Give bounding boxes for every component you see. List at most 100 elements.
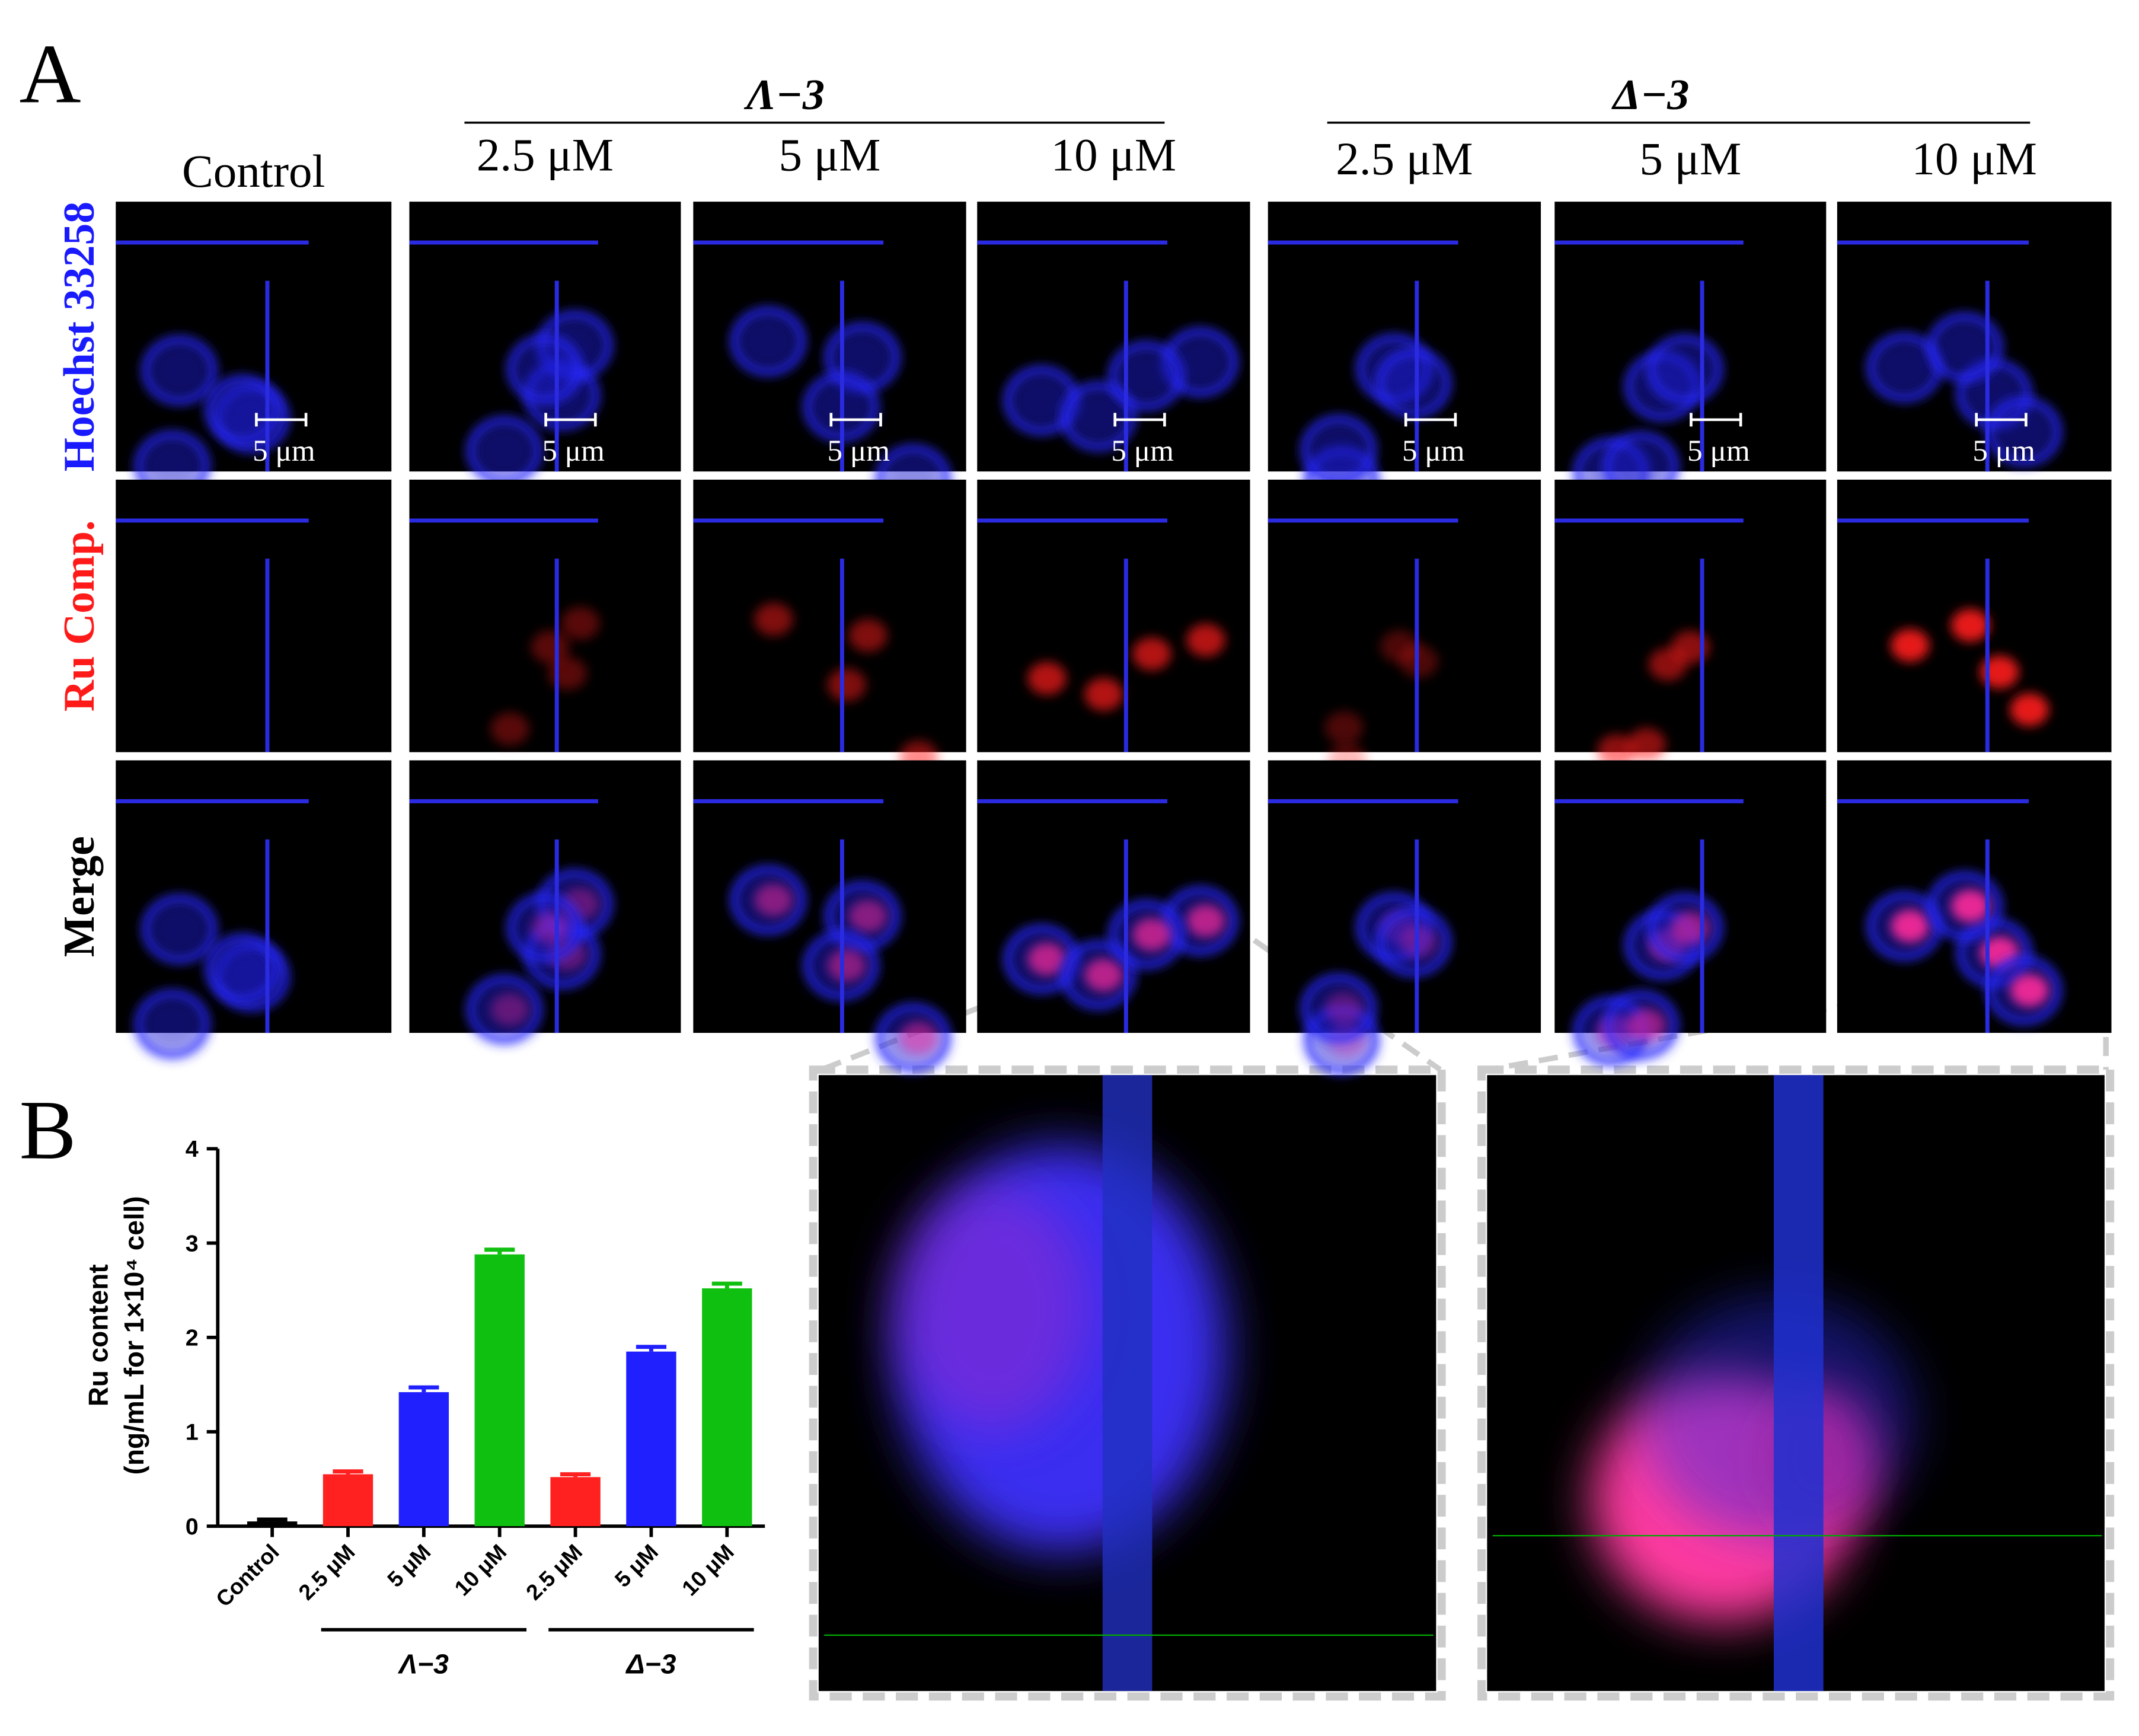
ru-signal [1132, 637, 1171, 671]
ru-signal [754, 883, 793, 917]
y-tick-label: 0 [186, 1514, 199, 1540]
nucleus [730, 307, 806, 376]
x-tick-label: Control [211, 1540, 284, 1611]
ru-signal [1950, 889, 1990, 923]
y-tick-label: 4 [186, 1136, 199, 1162]
nucleus [215, 944, 270, 993]
row-label: Merge [55, 836, 103, 957]
micrograph [409, 479, 681, 752]
ortho-line [1102, 1075, 1152, 1692]
ru-signal [1627, 1009, 1666, 1042]
nucleus [1987, 956, 2061, 1025]
column-header: 2.5 μM [477, 129, 614, 181]
ru-signal [848, 899, 887, 933]
micrograph [1837, 202, 2112, 472]
ru-signal [1186, 904, 1225, 937]
nucleus [135, 990, 210, 1059]
micrograph [116, 479, 392, 752]
micrograph-background [1554, 479, 1827, 752]
panel-label: B [20, 1083, 76, 1176]
x-tick-label: 2.5 μM [521, 1540, 587, 1605]
micrograph [693, 479, 966, 774]
nucleus [215, 385, 270, 435]
nucleus [1014, 376, 1070, 425]
nucleus [152, 904, 207, 954]
group-label: Λ−3 [397, 1649, 449, 1680]
y-axis-label: Ru content [82, 1264, 113, 1406]
micrograph [977, 479, 1250, 752]
micrograph [1837, 760, 2112, 1033]
row-label: Ru Comp. [55, 520, 103, 711]
nucleus [1173, 337, 1228, 387]
x-tick-label: 5 μM [382, 1540, 435, 1592]
bar [323, 1474, 373, 1527]
nucleus [145, 441, 200, 490]
scale-bar-label: 5 μm [1687, 434, 1750, 467]
zoom-connector [1487, 974, 2006, 1073]
micrograph-background [1268, 479, 1541, 752]
ru-signal [1324, 711, 1364, 744]
group-label: Λ−3 [743, 70, 825, 119]
nucleus [205, 934, 280, 1003]
ortho-line [1773, 1075, 1824, 1692]
ru-signal [2010, 974, 2049, 1007]
ru-signal [1084, 678, 1123, 711]
nucleus [1648, 335, 1722, 404]
ru-signal [490, 993, 529, 1026]
micrograph-background [693, 479, 966, 752]
nucleus [1301, 974, 1376, 1043]
nucleus [1061, 941, 1136, 1009]
nucleus [467, 975, 542, 1044]
micrograph [1837, 479, 2112, 752]
ru-signal [827, 949, 866, 982]
ru-signal [1597, 734, 1636, 767]
zoom-cell [896, 1185, 1089, 1431]
column-header: 10 μM [1051, 129, 1176, 181]
nucleus [1376, 908, 1451, 976]
x-tick-label: 5 μM [610, 1540, 663, 1592]
ru-signal [827, 668, 866, 701]
micrograph [1554, 760, 1827, 1065]
micrograph [693, 760, 966, 1073]
micrograph [977, 760, 1250, 1033]
zoom-frame [1477, 1065, 2115, 1701]
ru-signal [1186, 624, 1225, 657]
nucleus [1061, 382, 1136, 451]
nucleus [835, 333, 890, 382]
nucleus [1070, 391, 1126, 441]
ru-signal [490, 712, 529, 746]
ru-signal [1671, 911, 1710, 944]
zoom-panels [809, 937, 2115, 1701]
bar [626, 1351, 676, 1527]
nucleus [1657, 344, 1713, 394]
ru-signal [1084, 958, 1123, 992]
bar [550, 1477, 601, 1527]
nucleus [1927, 872, 2002, 940]
nucleus [517, 344, 573, 394]
bar [702, 1288, 752, 1527]
nucleus [1109, 900, 1184, 969]
bar [474, 1254, 525, 1527]
nucleus [740, 317, 796, 366]
nucleus [1987, 397, 2061, 466]
nucleus [1311, 425, 1367, 474]
x-tick-label: 2.5 μM [294, 1540, 360, 1605]
nucleus [1119, 351, 1174, 401]
ru-signal [899, 1021, 938, 1055]
micrograph [1268, 760, 1541, 1074]
micrograph-background [409, 479, 681, 752]
ru-signal [1324, 992, 1364, 1025]
nucleus [142, 336, 217, 405]
nucleus [1385, 359, 1441, 408]
nucleus [205, 375, 280, 444]
micrograph-background [116, 479, 392, 752]
nucleus [1376, 349, 1451, 418]
group-label: Δ−3 [625, 1649, 676, 1680]
scale-bar-label: 5 μm [1402, 434, 1465, 467]
nucleus [1937, 323, 1993, 372]
scale-bar-label: 5 μm [1111, 434, 1174, 467]
nucleus [507, 893, 582, 962]
panel-label: A [20, 27, 81, 120]
ru-signal [1891, 910, 1930, 943]
